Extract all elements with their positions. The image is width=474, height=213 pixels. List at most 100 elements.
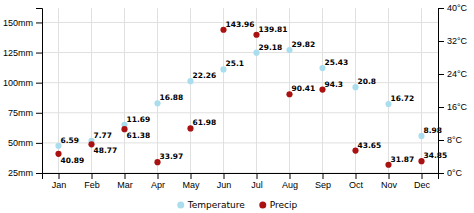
tick-mark — [290, 173, 291, 179]
tick-label: Jan — [52, 180, 67, 190]
tick-label: Aug — [282, 180, 298, 190]
tick-mark — [389, 173, 390, 179]
tick-mark — [356, 173, 357, 179]
tick: 75mm — [8, 108, 42, 118]
tick-mark — [92, 173, 93, 179]
tick-label: 8°C — [447, 135, 463, 145]
grid-line — [91, 8, 92, 173]
grid-line — [190, 8, 191, 173]
data-label: 6.59 — [61, 136, 80, 145]
tick-label: Feb — [84, 180, 100, 190]
tick-label: Sep — [315, 180, 331, 190]
tick: Nov — [381, 173, 398, 190]
data-label: 61.98 — [193, 118, 217, 127]
data-label: 139.81 — [259, 25, 288, 34]
tick-mark — [438, 41, 444, 42]
grid-line — [388, 8, 389, 173]
grid-line — [421, 8, 422, 173]
legend-label: Precip — [270, 200, 298, 210]
tick: Sep — [315, 173, 331, 190]
marks — [55, 27, 424, 168]
tick: 40°C — [438, 3, 468, 13]
y-axis: 25mm 50mm 75mm 100mm 125mm 150mm — [3, 9, 43, 179]
data-label: 94.3 — [325, 80, 344, 89]
tick-label: Apr — [151, 180, 165, 190]
tick-mark — [59, 173, 60, 179]
tick: 50mm — [8, 138, 42, 148]
tick-mark — [422, 173, 423, 179]
tick-mark — [36, 83, 42, 84]
tick-mark — [36, 22, 42, 23]
legend-item: Precip — [259, 200, 297, 210]
tick: Oct — [349, 173, 364, 190]
tick: Mar — [117, 173, 133, 190]
tick-mark — [36, 113, 42, 114]
axis-line — [43, 174, 439, 180]
tick: Jul — [251, 173, 263, 190]
data-label: 7.77 — [94, 131, 113, 140]
data-label: 22.26 — [193, 71, 217, 80]
tick-label: 75mm — [8, 108, 33, 118]
data-label: 29.18 — [259, 43, 283, 52]
data-label: 25.1 — [226, 59, 245, 68]
data-label: 48.77 — [94, 146, 118, 155]
tick-label: 25mm — [8, 168, 33, 178]
data-label: 8.98 — [424, 126, 443, 135]
data-label: 25.43 — [325, 58, 349, 67]
tick-mark — [438, 173, 444, 174]
tick: 100mm — [3, 78, 42, 88]
tick: Dec — [414, 173, 431, 190]
data-label: 20.8 — [358, 77, 377, 86]
tick-label: 24°C — [447, 69, 468, 79]
data-label: 143.96 — [226, 20, 255, 29]
data-label: 11.69 — [127, 115, 151, 124]
tick-label: Nov — [381, 180, 398, 190]
tick: Aug — [282, 173, 298, 190]
tick-mark — [158, 173, 159, 179]
tick-label: 125mm — [3, 48, 33, 58]
tick: May — [182, 173, 200, 190]
tick-label: Jul — [251, 180, 263, 190]
tick: 24°C — [438, 69, 468, 79]
tick-mark — [36, 143, 42, 144]
data-label: 43.65 — [358, 141, 382, 150]
tick: Jun — [217, 173, 232, 190]
tick-mark — [438, 8, 444, 9]
tick-mark — [36, 53, 42, 54]
series — [55, 47, 424, 149]
tick-label: 16°C — [447, 102, 468, 112]
tick-mark — [36, 173, 42, 174]
x-axis: Jan Feb Mar Apr May Jun Jul Aug Sep Oct Nov Dec — [43, 173, 439, 190]
grid-line — [42, 82, 438, 83]
grid-line — [157, 8, 158, 173]
data-label: 16.88 — [160, 93, 184, 102]
legend-swatch — [259, 202, 266, 209]
series — [55, 27, 424, 168]
data-label: 61.38 — [127, 131, 151, 140]
chart: Jan Feb Mar Apr May Jun Jul Aug Sep Oct Nov Dec 25mm… — [0, 0, 474, 213]
tick: 0°C — [438, 168, 463, 178]
axis-line — [439, 9, 445, 174]
grid — [42, 8, 438, 173]
tick-label: 100mm — [3, 78, 33, 88]
tick: 125mm — [3, 48, 42, 58]
legend-item: Temperature — [177, 200, 245, 210]
tick-label: Jun — [217, 180, 232, 190]
legend: Temperature Precip — [177, 200, 297, 210]
tick-label: Mar — [117, 180, 133, 190]
tick-label: 32°C — [447, 36, 468, 46]
grid-line — [289, 8, 290, 173]
tick-label: 40°C — [447, 3, 468, 13]
data-label: 34.85 — [424, 151, 448, 160]
tick-label: 150mm — [3, 18, 33, 28]
tick: 150mm — [3, 18, 42, 28]
data-label: 29.82 — [292, 40, 316, 49]
tick: 25mm — [8, 168, 42, 178]
data-labels: 6.59 7.77 11.69 16.88 22.26 25.1 29.18 29.82 25.… — [61, 20, 448, 165]
data-label: 90.41 — [292, 84, 316, 93]
tick-mark — [438, 140, 444, 141]
data-label: 40.89 — [61, 156, 85, 165]
tick: 32°C — [438, 36, 468, 46]
tick-mark — [438, 74, 444, 75]
legend-swatch — [177, 202, 184, 209]
